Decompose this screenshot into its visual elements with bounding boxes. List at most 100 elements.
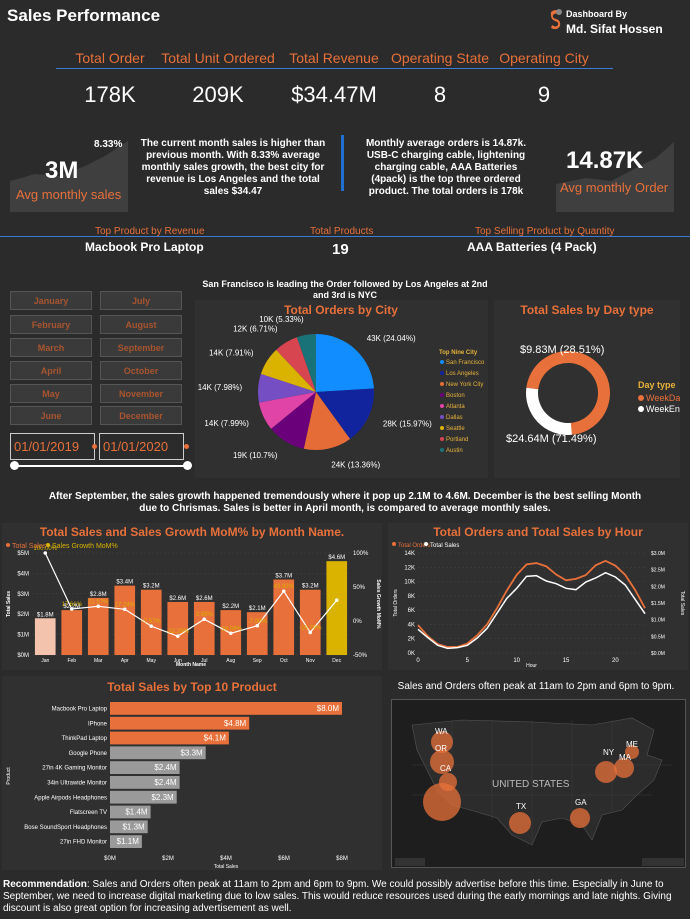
map-bubble-or[interactable]: [430, 750, 454, 774]
city-slice-1[interactable]: [316, 388, 374, 439]
city-legend-item-4[interactable]: Atlanta: [446, 404, 465, 410]
slicer-month-may[interactable]: May: [10, 384, 92, 403]
product-bar-4[interactable]: [110, 761, 180, 774]
slicer-month-february[interactable]: February: [10, 315, 92, 334]
hourly-sales-line[interactable]: [417, 571, 646, 650]
growth-point-10[interactable]: [308, 630, 313, 635]
date-slider-start-handle[interactable]: [10, 461, 19, 470]
map-bubble-ma[interactable]: [614, 758, 634, 778]
map-bubble-ny[interactable]: [595, 761, 617, 783]
city-legend-item-7[interactable]: Portland: [446, 437, 468, 443]
product-bar-6[interactable]: [110, 790, 177, 804]
city-legend-item-3[interactable]: Boston: [446, 393, 465, 399]
end-date-input[interactable]: 01/01/2020: [99, 433, 184, 460]
slicer-month-august[interactable]: August: [100, 315, 182, 334]
weekday-value-label: $24.64M (71.49%): [506, 433, 597, 445]
city-legend-item-6[interactable]: Seattle: [446, 426, 465, 432]
product-bar-3[interactable]: [110, 746, 206, 760]
growth-point-6[interactable]: [202, 617, 207, 621]
product-bar-9[interactable]: [110, 835, 142, 848]
growth-point-1[interactable]: [69, 607, 74, 611]
product-bar-0[interactable]: [110, 702, 342, 715]
monthly-ytick-5: $5M: [17, 551, 29, 557]
monthly-bar-may[interactable]: [140, 589, 162, 655]
slicer-month-december[interactable]: December: [100, 406, 182, 425]
date-slider-track[interactable]: [14, 465, 188, 467]
product-bar-5[interactable]: [110, 776, 180, 789]
growth-point-0[interactable]: [43, 551, 48, 555]
growth-point-5[interactable]: [175, 634, 180, 638]
legend-growth[interactable]: Sales Growth MoM%: [52, 543, 118, 550]
daytype-slice-1[interactable]: [526, 387, 572, 435]
legend-total-sales[interactable]: Total Sales: [12, 543, 47, 550]
growth-point-3[interactable]: [122, 607, 127, 612]
growth-label-3: 17.24%: [115, 602, 136, 608]
monthly-bar-label-2: $2.8M: [90, 592, 107, 598]
total-products-value: 19: [332, 241, 349, 258]
monthly-bar-feb[interactable]: [61, 610, 83, 655]
product-bar-1[interactable]: [110, 716, 250, 730]
slicer-month-january[interactable]: January: [10, 291, 92, 310]
slicer-month-april[interactable]: April: [10, 361, 92, 380]
city-slice-3[interactable]: [271, 392, 316, 449]
city-legend-item-5[interactable]: Dallas: [446, 415, 463, 421]
date-slider-end-handle[interactable]: [183, 461, 192, 470]
monthly-bar-jun[interactable]: [167, 601, 189, 655]
growth-point-7[interactable]: [228, 631, 233, 636]
map-bubble-me[interactable]: [625, 745, 639, 759]
growth-point-9[interactable]: [281, 589, 286, 593]
legend-hourly-sales-marker: [424, 542, 428, 546]
sales-map[interactable]: UNITED STATES WA OR CA TX GA NY MA ME: [391, 699, 686, 868]
city-slice-0[interactable]: [316, 334, 374, 392]
growth-point-8[interactable]: [255, 623, 260, 628]
monthly-bar-jul[interactable]: [193, 601, 215, 655]
city-legend-item-8[interactable]: Austin: [446, 448, 463, 454]
product-bar-8[interactable]: [110, 820, 148, 834]
start-date-input[interactable]: 01/01/2019: [10, 433, 95, 460]
product-bar-7[interactable]: [110, 805, 151, 819]
city-legend-item-2[interactable]: New York City: [446, 382, 483, 388]
legend-hourly-sales[interactable]: Total Sales: [430, 543, 459, 549]
legend-weekday[interactable]: WeekDay: [646, 393, 685, 403]
monthly-ytick-1: $1M: [17, 633, 29, 639]
slicer-month-july[interactable]: July: [100, 291, 182, 310]
monthly-bar-nov[interactable]: [299, 589, 321, 655]
growth-point-11[interactable]: [334, 598, 339, 602]
monthly-bar-apr[interactable]: [114, 585, 136, 655]
map-bubble-wa[interactable]: [431, 731, 453, 753]
map-canvas: UNITED STATES WA OR CA TX GA NY MA ME: [395, 717, 684, 866]
map-bubble-tx[interactable]: [509, 812, 531, 834]
legend-weekend[interactable]: WeekEnd: [646, 404, 685, 414]
slicer-month-october[interactable]: October: [100, 361, 182, 380]
city-legend-marker-8: [440, 448, 444, 452]
map-bubble-ca[interactable]: [423, 783, 461, 821]
monthly-bar-label-5: $2.6M: [169, 596, 186, 602]
city-slice-2[interactable]: [303, 392, 351, 450]
map-bubble-ga[interactable]: [570, 808, 590, 828]
city-legend-item-0[interactable]: San Francisco: [446, 360, 485, 366]
monthly-bar-jan[interactable]: [34, 618, 56, 655]
monthly-bar-dec[interactable]: [326, 561, 348, 655]
product-bar-2[interactable]: [110, 731, 229, 745]
total-products-label: Total Products: [310, 226, 374, 237]
growth-label-6: 2.65%: [196, 612, 214, 618]
city-slice-8[interactable]: [296, 334, 316, 392]
product-name-8: Bose SoundSport Headphones: [24, 825, 107, 831]
monthly-bar-mar[interactable]: [87, 597, 109, 655]
slicer-month-march[interactable]: March: [10, 338, 92, 357]
city-slice-6[interactable]: [260, 349, 316, 392]
slicer-month-september[interactable]: September: [100, 338, 182, 357]
slicer-month-november[interactable]: November: [100, 384, 182, 403]
monthly-ytick-3: $3M: [17, 592, 29, 598]
legend-total-orders[interactable]: Total Orders: [398, 543, 431, 549]
hourly-orders-line[interactable]: [417, 559, 646, 648]
monthly-bar-sep[interactable]: [246, 612, 268, 655]
growth-point-4[interactable]: [149, 624, 154, 628]
city-legend-item-1[interactable]: Los Angeles: [446, 371, 479, 377]
city-slice-7[interactable]: [276, 337, 316, 392]
slicer-month-june[interactable]: June: [10, 406, 92, 425]
city-slice-5[interactable]: [258, 373, 316, 403]
city-slice-4[interactable]: [258, 392, 316, 429]
product-value-8: $1.3M: [122, 822, 145, 831]
growth-point-2[interactable]: [96, 604, 101, 609]
